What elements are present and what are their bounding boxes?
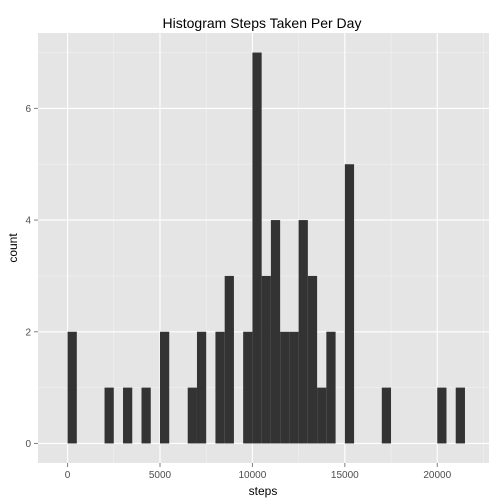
histogram-bar <box>159 331 170 444</box>
histogram-bar <box>381 387 392 444</box>
y-axis-label: count <box>6 233 20 263</box>
histogram-bar <box>187 387 197 444</box>
x-tick-label: 15000 <box>331 470 359 481</box>
histogram-bar <box>289 331 299 444</box>
x-axis-ticks: 0 5000 10000 15000 20000 <box>65 463 452 481</box>
y-axis-ticks: 0 2 4 6 <box>25 104 38 450</box>
x-axis-label: steps <box>249 484 278 498</box>
histogram-bar <box>307 275 318 444</box>
y-tick-label: 6 <box>25 104 31 115</box>
histogram-bar <box>437 387 447 444</box>
histogram-bar <box>141 387 151 444</box>
histogram-bar <box>243 331 253 444</box>
histogram-bar <box>280 331 290 444</box>
histogram-bars <box>67 52 465 444</box>
y-tick-label: 4 <box>25 216 31 227</box>
histogram-bar <box>298 220 308 444</box>
x-tick-label: 10000 <box>239 470 267 481</box>
histogram-bar <box>224 275 234 444</box>
histogram-bar <box>317 387 327 444</box>
histogram-bar <box>104 387 114 444</box>
histogram-bar <box>196 331 207 444</box>
x-tick-label: 0 <box>65 470 71 481</box>
histogram-bar <box>67 331 77 444</box>
histogram-bar <box>326 331 336 444</box>
histogram-bar <box>123 387 133 444</box>
y-tick-label: 2 <box>25 327 31 338</box>
histogram-bar <box>252 52 262 444</box>
histogram-bar <box>455 387 465 444</box>
chart-title: Histogram Steps Taken Per Day <box>163 15 362 31</box>
histogram-bar <box>215 331 225 444</box>
y-tick-label: 0 <box>25 439 31 450</box>
histogram-bar <box>270 220 281 444</box>
histogram-bar <box>261 275 271 444</box>
x-tick-label: 20000 <box>423 470 451 481</box>
x-tick-label: 5000 <box>149 470 172 481</box>
histogram-bar <box>344 164 355 444</box>
